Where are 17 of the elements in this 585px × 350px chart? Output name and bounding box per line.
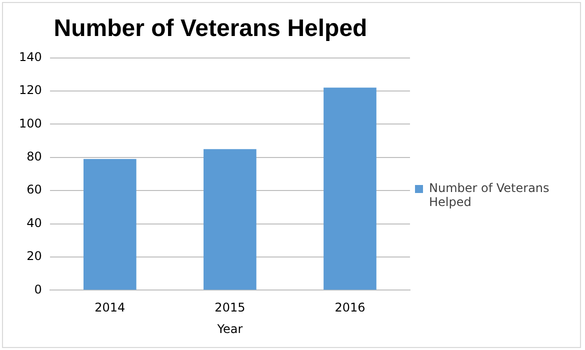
chart-title: Number of Veterans Helped [54,15,368,42]
y-tick-label: 40 [26,216,42,230]
x-axis-title: Year [216,322,243,336]
y-tick-label: 60 [26,182,42,197]
bar [324,88,376,290]
y-tick-label: 140 [19,50,42,64]
x-tick-label: 2014 [94,300,126,315]
bar [204,149,256,290]
y-tick-label: 0 [34,282,42,296]
x-tick-label: 2015 [214,300,246,315]
bar [84,159,136,290]
legend-label: Number of Veterans Helped [429,181,550,209]
y-tick-label: 80 [26,150,42,164]
x-tick-label: 2016 [334,300,366,315]
y-tick-label: 100 [19,116,42,130]
y-tick-label: 120 [19,83,42,98]
y-tick-label: 20 [26,249,42,264]
